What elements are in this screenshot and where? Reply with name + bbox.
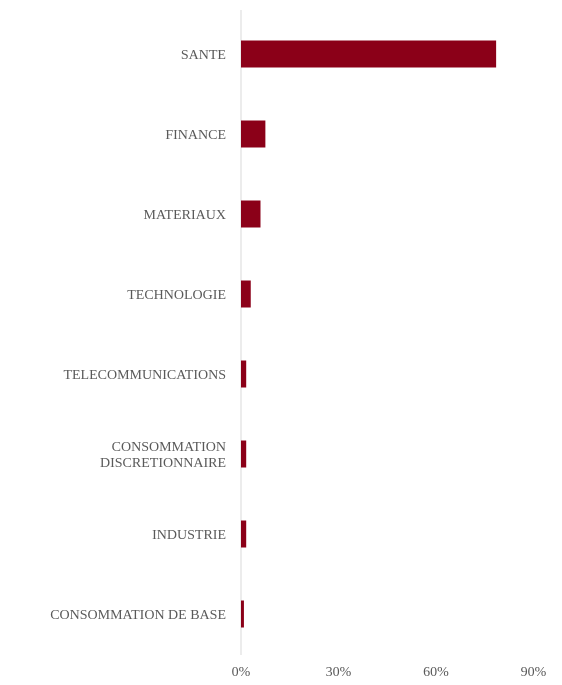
category-label-0: SANTE [181, 48, 226, 63]
bar-7 [241, 600, 244, 628]
bar-3 [241, 280, 251, 308]
bar-6 [241, 520, 247, 548]
category-label-line: CONSOMMATION [112, 440, 226, 455]
x-tick-label-3: 90% [521, 665, 547, 680]
category-label-line: INDUSTRIE [152, 528, 226, 543]
category-label-line: TELECOMMUNICATIONS [63, 368, 226, 383]
bar-1 [241, 120, 266, 148]
category-label-line: CONSOMMATION DE BASE [50, 608, 226, 623]
category-label-line: TECHNOLOGIE [127, 288, 226, 303]
bar-0 [241, 40, 497, 68]
category-label-line: DISCRETIONNAIRE [100, 456, 226, 471]
category-label-1: FINANCE [165, 128, 226, 143]
x-tick-label-0: 0% [232, 665, 251, 680]
category-label-3: TECHNOLOGIE [127, 288, 226, 303]
category-label-line: FINANCE [165, 128, 226, 143]
bar-2 [241, 200, 261, 228]
category-label-6: INDUSTRIE [152, 528, 226, 543]
category-label-line: SANTE [181, 48, 226, 63]
category-label-4: TELECOMMUNICATIONS [63, 368, 226, 383]
x-tick-label-1: 30% [326, 665, 352, 680]
category-label-2: MATERIAUX [144, 208, 226, 223]
category-label-5: CONSOMMATION DISCRETIONNAIRE [100, 440, 226, 471]
bar-4 [241, 360, 247, 388]
x-tick-label-2: 60% [423, 665, 449, 680]
bar-5 [241, 440, 247, 468]
category-label-7: CONSOMMATION DE BASE [50, 608, 226, 623]
category-label-line: MATERIAUX [144, 208, 226, 223]
